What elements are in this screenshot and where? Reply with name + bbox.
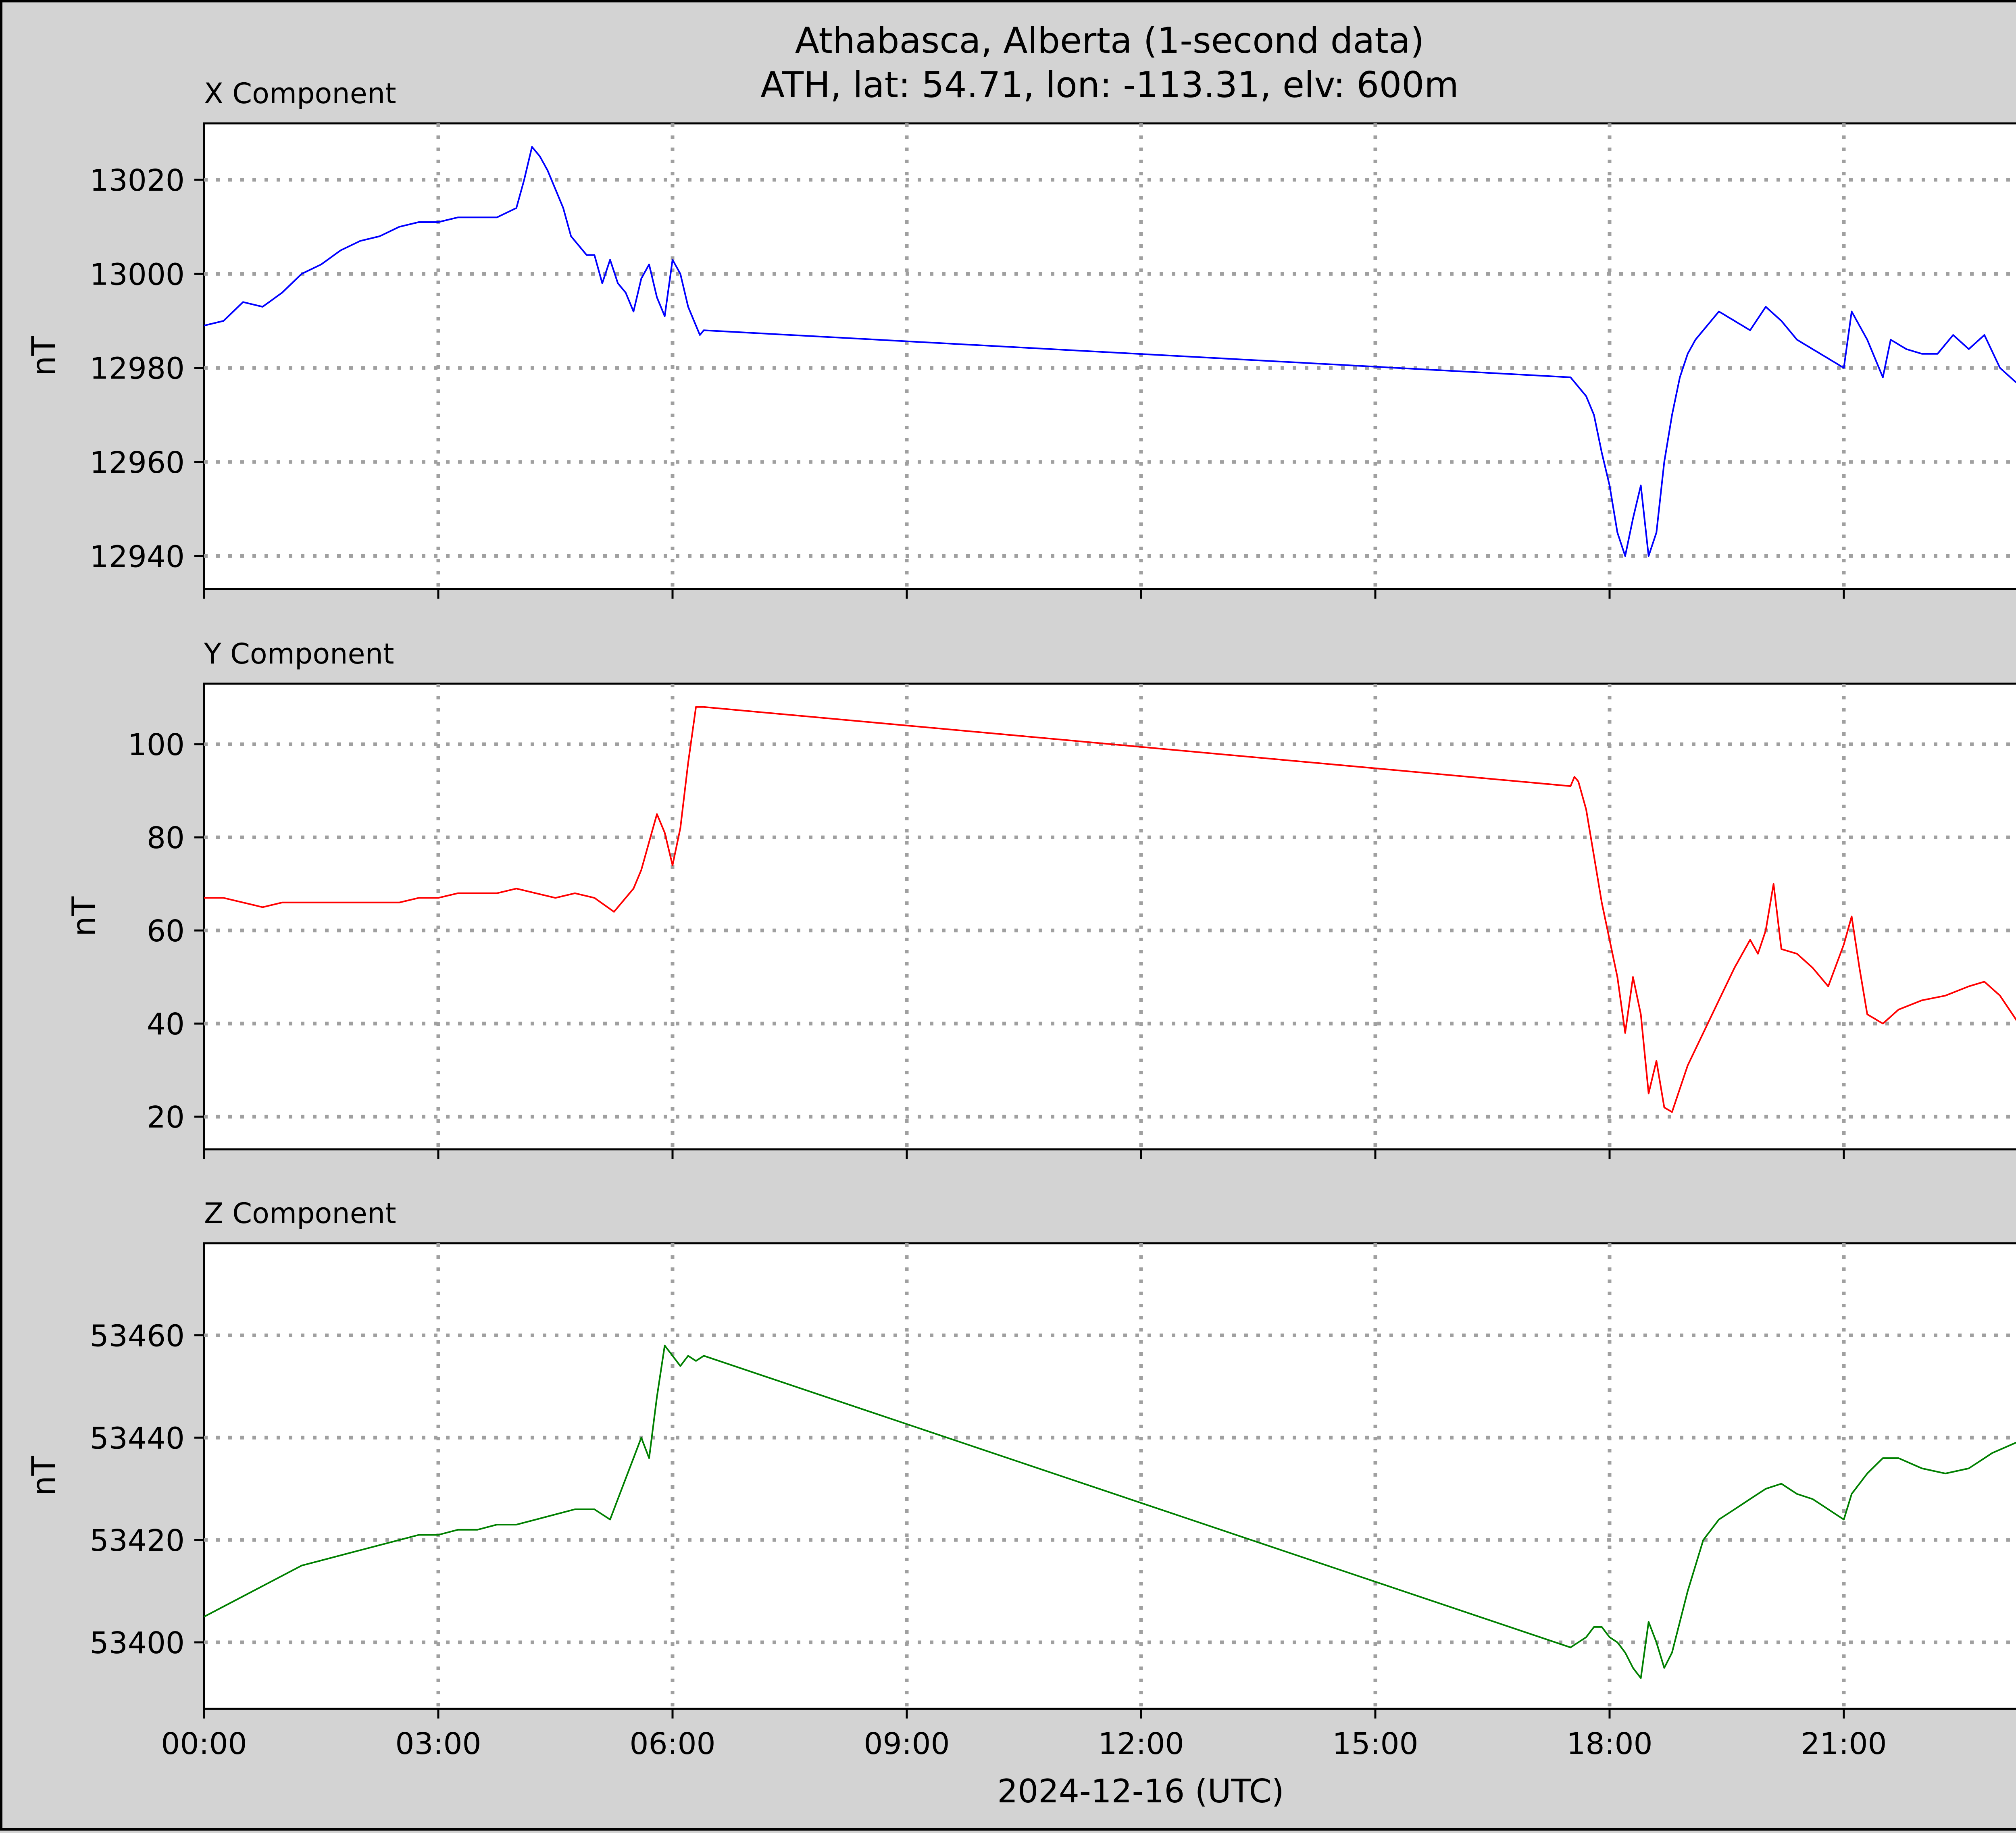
- x-y-tick-label: 12940: [90, 539, 185, 574]
- y-y-tick-label: 20: [147, 1100, 185, 1135]
- z-y-tick-label: 53400: [90, 1626, 185, 1660]
- figure-title-line1: Athabasca, Alberta (1-second data): [795, 20, 1424, 61]
- z-y-axis-label: nT: [25, 1456, 62, 1496]
- x-tick-label: 18:00: [1566, 1727, 1652, 1761]
- x-y-tick-label: 12960: [90, 445, 185, 480]
- z-y-tick-label: 53440: [90, 1421, 185, 1456]
- x-series-line: [204, 146, 2016, 557]
- z-series-line: [204, 1344, 2016, 1679]
- x-plot-area: [203, 122, 2016, 590]
- y-y-tick-label: 80: [147, 821, 185, 855]
- x-y-tick-label: 13020: [90, 163, 185, 198]
- x-tick-label: 00:00: [161, 1727, 247, 1761]
- x-y-tick-label: 12980: [90, 352, 185, 386]
- z-y-tick-label: 53460: [90, 1319, 185, 1353]
- y-y-axis-label: nT: [65, 896, 103, 937]
- x-component-panel: 12940 12960 12980 13000 13020 X Component nT: [25, 77, 2016, 599]
- z-plot-area: [203, 1242, 2016, 1710]
- y-component-panel: 20 40 60 80 100 Y Component nT: [65, 637, 2016, 1159]
- x-panel-title: X Component: [204, 77, 396, 110]
- figure-title-line2: ATH, lat: 54.71, lon: -113.31, elv: 600m: [760, 64, 1459, 106]
- z-component-panel: 00:00 03:00 06:00 09:00 12:00 15:00 18:00 21:00…: [25, 1197, 2016, 1761]
- y-plot-area: [203, 682, 2016, 1151]
- y-y-tick-label: 40: [147, 1007, 185, 1042]
- x-tick-label: 15:00: [1332, 1727, 1418, 1761]
- y-y-tick-label: 60: [147, 914, 185, 949]
- x-y-axis-label: nT: [25, 336, 62, 377]
- z-panel-title: Z Component: [204, 1197, 396, 1230]
- x-y-tick-label: 13000: [90, 257, 185, 292]
- z-y-tick-label: 53420: [90, 1523, 185, 1558]
- x-tick-label: 21:00: [1801, 1727, 1887, 1761]
- x-tick-label: 06:00: [629, 1727, 715, 1761]
- x-tick-label: 09:00: [864, 1727, 950, 1761]
- x-axis-label: 2024-12-16 (UTC): [997, 1773, 1284, 1810]
- y-panel-title: Y Component: [204, 637, 394, 670]
- x-tick-label: 03:00: [395, 1727, 481, 1761]
- x-tick-label: 12:00: [1098, 1727, 1184, 1761]
- y-series-line: [204, 706, 2016, 1113]
- y-y-tick-label: 100: [128, 728, 185, 762]
